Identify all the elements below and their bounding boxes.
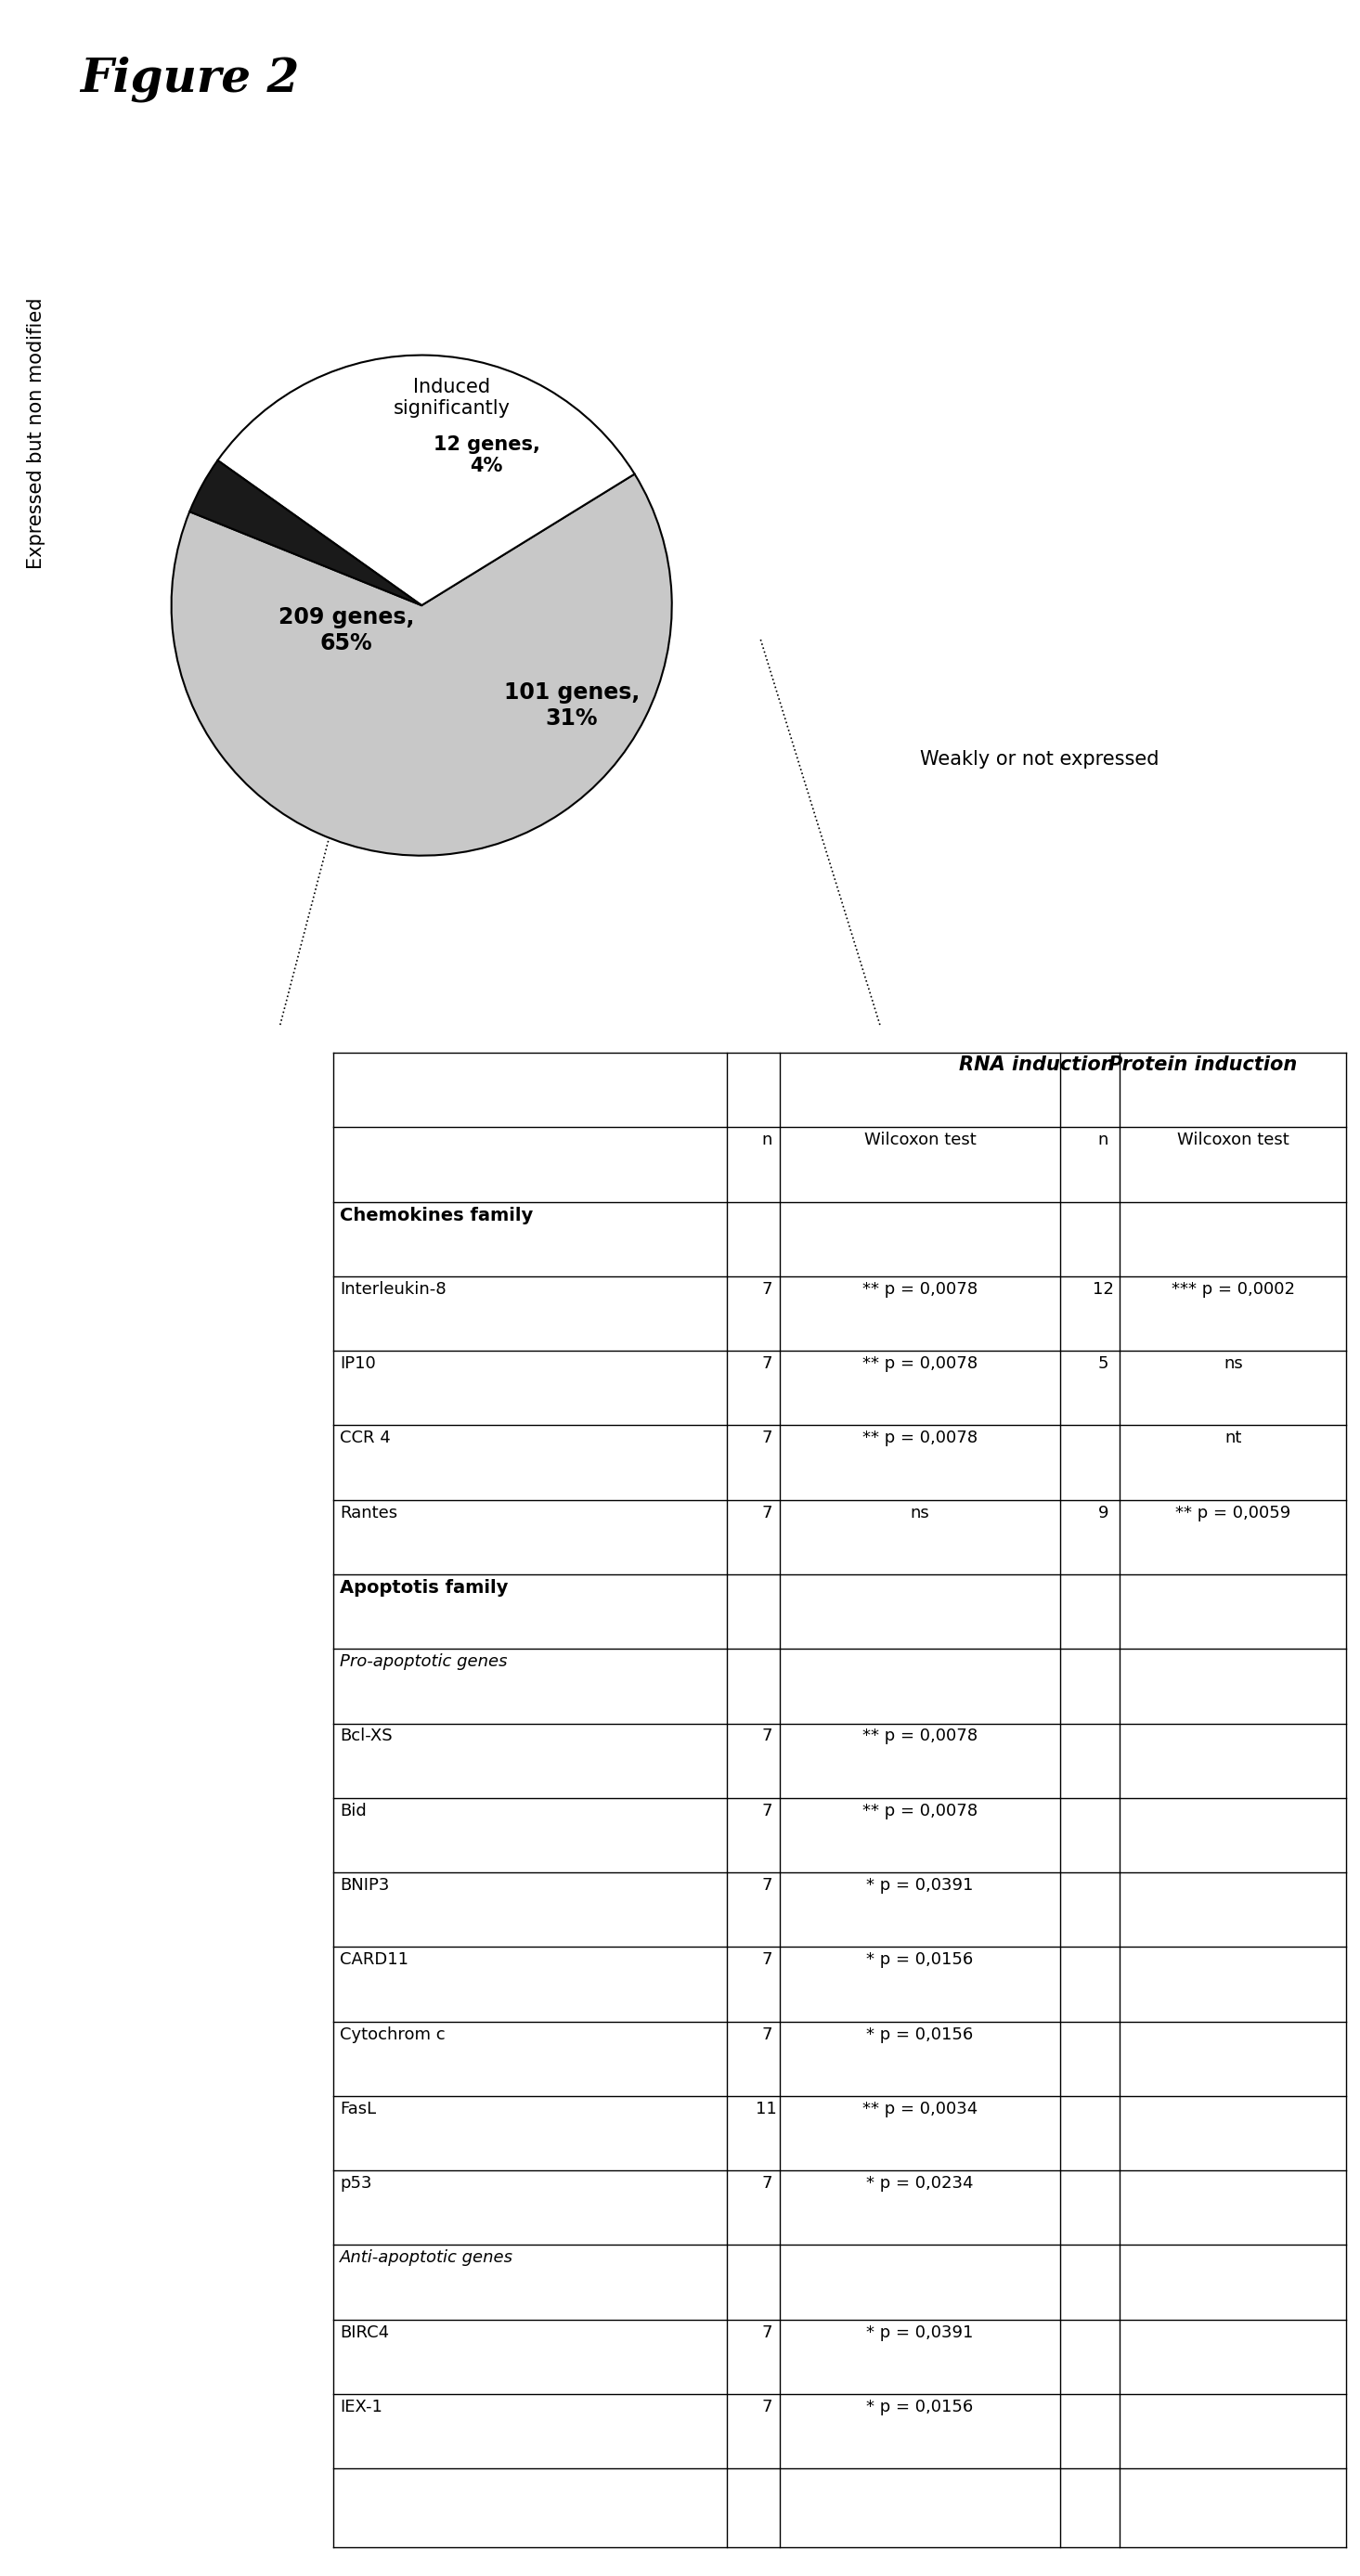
Text: 5: 5	[1098, 1355, 1108, 1373]
Text: 7: 7	[762, 2324, 772, 2342]
Text: Induced
significantly: Induced significantly	[393, 379, 510, 417]
Text: Protein induction: Protein induction	[1108, 1056, 1297, 1074]
Text: 7: 7	[762, 1504, 772, 1520]
Text: 9: 9	[1098, 1504, 1108, 1520]
Text: Bid: Bid	[340, 1803, 367, 1819]
Text: 209 genes,
65%: 209 genes, 65%	[279, 605, 415, 654]
Text: * p = 0,0391: * p = 0,0391	[866, 1878, 974, 1893]
Text: IEX-1: IEX-1	[340, 2398, 382, 2416]
Text: ** p = 0,0059: ** p = 0,0059	[1175, 1504, 1291, 1520]
Text: CCR 4: CCR 4	[340, 1430, 390, 1448]
Wedge shape	[171, 474, 672, 855]
Text: 12: 12	[1092, 1280, 1114, 1298]
Text: Chemokines family: Chemokines family	[340, 1206, 533, 1224]
Text: CARD11: CARD11	[340, 1953, 409, 1968]
Text: 101 genes,
31%: 101 genes, 31%	[503, 683, 639, 729]
Text: Pro-apoptotic genes: Pro-apoptotic genes	[340, 1654, 507, 1669]
Text: Rantes: Rantes	[340, 1504, 398, 1520]
Text: Wilcoxon test: Wilcoxon test	[864, 1131, 976, 1149]
Text: ** p = 0,0078: ** p = 0,0078	[862, 1430, 978, 1448]
Text: ns: ns	[1224, 1355, 1243, 1373]
Text: Interleukin-8: Interleukin-8	[340, 1280, 446, 1298]
Text: p53: p53	[340, 2174, 373, 2192]
Text: IP10: IP10	[340, 1355, 377, 1373]
Text: Apoptotis family: Apoptotis family	[340, 1579, 509, 1597]
Text: 7: 7	[762, 1280, 772, 1298]
Text: n: n	[1098, 1131, 1108, 1149]
Text: 7: 7	[762, 2398, 772, 2416]
Text: Weakly or not expressed: Weakly or not expressed	[919, 750, 1159, 770]
Text: 7: 7	[762, 1430, 772, 1448]
Text: ** p = 0,0078: ** p = 0,0078	[862, 1803, 978, 1819]
Text: *** p = 0,0002: *** p = 0,0002	[1171, 1280, 1295, 1298]
Text: 7: 7	[762, 1728, 772, 1744]
Text: 7: 7	[762, 1953, 772, 1968]
Text: 7: 7	[762, 1355, 772, 1373]
Text: * p = 0,0156: * p = 0,0156	[866, 2025, 974, 2043]
Text: 12 genes,
4%: 12 genes, 4%	[434, 435, 540, 474]
Wedge shape	[189, 461, 422, 605]
Text: * p = 0,0156: * p = 0,0156	[866, 2398, 974, 2416]
Text: ** p = 0,0034: ** p = 0,0034	[862, 2099, 978, 2117]
Text: Figure 2: Figure 2	[80, 57, 299, 103]
Text: ** p = 0,0078: ** p = 0,0078	[862, 1355, 978, 1373]
Text: BIRC4: BIRC4	[340, 2324, 389, 2342]
Text: Cytochrom c: Cytochrom c	[340, 2025, 446, 2043]
Text: 7: 7	[762, 1878, 772, 1893]
Text: Anti-apoptotic genes: Anti-apoptotic genes	[340, 2249, 514, 2267]
Text: Bcl-XS: Bcl-XS	[340, 1728, 393, 1744]
Text: * p = 0,0156: * p = 0,0156	[866, 1953, 974, 1968]
Text: Wilcoxon test: Wilcoxon test	[1176, 1131, 1289, 1149]
Text: * p = 0,0234: * p = 0,0234	[866, 2174, 974, 2192]
Text: FasL: FasL	[340, 2099, 377, 2117]
Text: Expressed but non modified: Expressed but non modified	[27, 299, 45, 569]
Wedge shape	[218, 355, 635, 605]
Text: ** p = 0,0078: ** p = 0,0078	[862, 1280, 978, 1298]
Text: * p = 0,0391: * p = 0,0391	[866, 2324, 974, 2342]
Text: n: n	[762, 1131, 772, 1149]
Text: ** p = 0,0078: ** p = 0,0078	[862, 1728, 978, 1744]
Text: nt: nt	[1224, 1430, 1242, 1448]
Text: 7: 7	[762, 2025, 772, 2043]
Text: ns: ns	[910, 1504, 929, 1520]
Text: RNA induction: RNA induction	[959, 1056, 1114, 1074]
Text: BNIP3: BNIP3	[340, 1878, 390, 1893]
Text: 11: 11	[756, 2099, 777, 2117]
Text: 7: 7	[762, 1803, 772, 1819]
Text: 7: 7	[762, 2174, 772, 2192]
